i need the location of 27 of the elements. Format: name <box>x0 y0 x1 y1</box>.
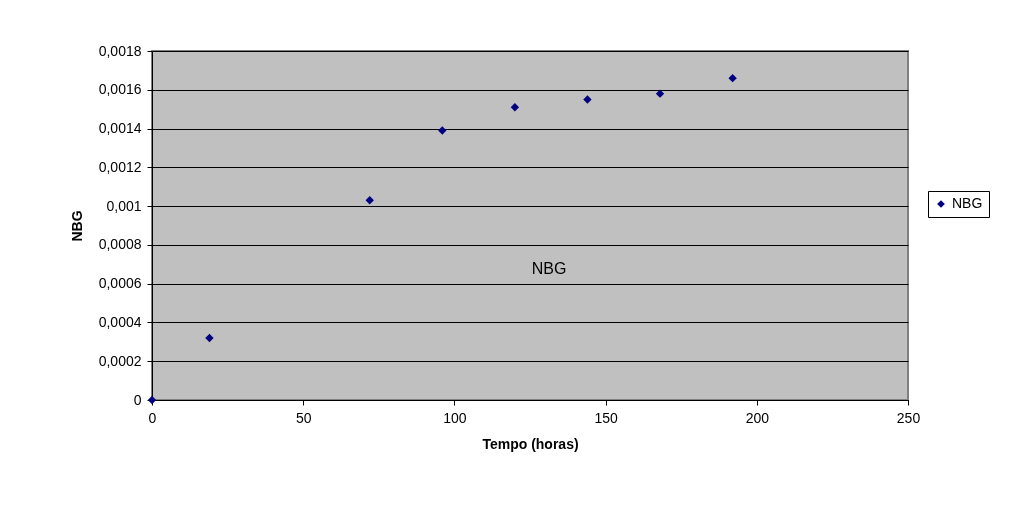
x-axis-title: Tempo (horas) <box>482 435 579 452</box>
y-tick-label: 0 <box>133 391 142 408</box>
x-tick-label: 0 <box>148 409 157 426</box>
y-tick-label: 0,0002 <box>98 352 142 369</box>
y-tick-label: 0,0008 <box>98 236 142 253</box>
annotation: NBG <box>531 260 567 277</box>
y-tick-label: 0,001 <box>106 197 142 214</box>
y-tick-label: 0,0014 <box>98 120 142 137</box>
y-tick-label: 0,0012 <box>98 158 142 175</box>
y-tick-label: 0,0016 <box>98 81 142 98</box>
point <box>728 73 737 83</box>
y-tick-label: 0,0018 <box>98 42 142 59</box>
point <box>510 103 520 112</box>
x-tick-label: 50 <box>295 409 312 426</box>
y-axis-title: NBG <box>68 210 85 242</box>
y-tick-label: 0,0006 <box>98 275 142 292</box>
x-tick-label: 150 <box>594 409 618 426</box>
point <box>205 333 214 343</box>
point <box>583 95 592 104</box>
legend-label: NBG <box>952 195 983 211</box>
point <box>438 126 447 135</box>
x-tick-label: 250 <box>896 409 921 426</box>
x-tick-label: 100 <box>443 409 467 426</box>
y-tick-label: 0,0004 <box>98 313 142 330</box>
point <box>655 89 665 98</box>
point <box>365 196 374 205</box>
x-tick-label: 200 <box>745 409 770 426</box>
